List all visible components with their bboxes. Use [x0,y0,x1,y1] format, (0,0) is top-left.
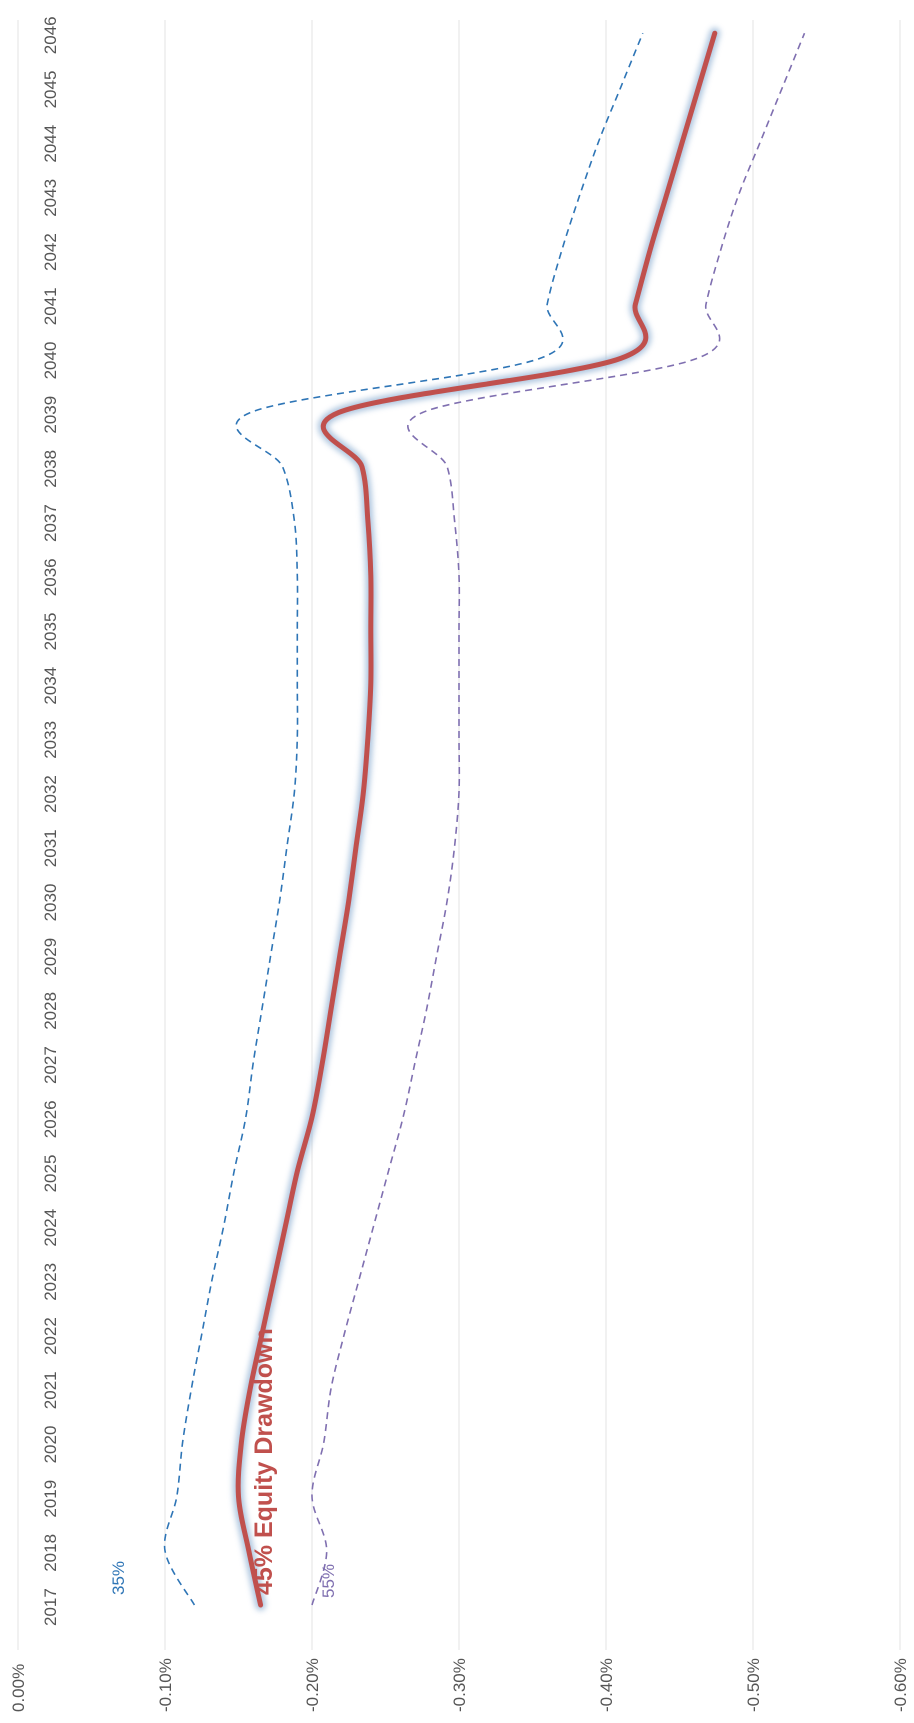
x-tick-label: 2040 [41,342,60,380]
x-tick-label: 2041 [41,287,60,325]
x-tick-label: 2037 [41,504,60,542]
x-tick-label: 2018 [41,1534,60,1572]
y-tick-label: 0.00% [9,1664,28,1712]
y-tick-label: -0.50% [744,1658,763,1712]
x-tick-label: 2035 [41,613,60,651]
series-label-55: 55% [319,1564,338,1598]
x-tick-label: 2026 [41,1100,60,1138]
x-tick-label: 2043 [41,179,60,217]
series-line-1 [163,32,644,1606]
y-tick-label: -0.10% [156,1658,175,1712]
x-tick-label: 2021 [41,1371,60,1409]
x-tick-label: 2045 [41,71,60,109]
y-axis-ticks: 0.00% -0.10% -0.20% -0.30% -0.40% -0.50% -0.60… [9,1658,910,1712]
x-tick-label: 2023 [41,1263,60,1301]
series-lines [163,27,806,1611]
x-tick-label: 2028 [41,992,60,1030]
x-tick-label: 2027 [41,1046,60,1084]
series-line-main [235,30,718,1608]
x-tick-label: 2017 [41,1588,60,1626]
x-tick-label: 2019 [41,1480,60,1518]
x-tick-label: 2039 [41,396,60,434]
series-line-2 [311,32,806,1606]
x-tick-label: 2038 [41,450,60,488]
x-tick-label: 2046 [41,16,60,54]
y-tick-label: -0.20% [303,1658,322,1712]
x-axis-ticks: 2017 2018 2019 2020 2021 2022 2023 2024 2025 2026… [41,16,60,1626]
x-tick-label: 2036 [41,558,60,596]
x-tick-label: 2020 [41,1426,60,1464]
x-tick-label: 2031 [41,829,60,867]
x-tick-label: 2042 [41,233,60,271]
x-tick-label: 2030 [41,884,60,922]
grid-lines [17,20,901,1650]
x-tick-label: 2032 [41,775,60,813]
series-label-35: 35% [109,1561,128,1595]
x-tick-label: 2029 [41,938,60,976]
y-tick-label: -0.30% [450,1658,469,1712]
y-tick-label: -0.60% [891,1658,910,1712]
series-labels: 45% Equity Drawdown 35% 55% [109,1328,338,1598]
x-tick-label: 2033 [41,721,60,759]
y-tick-label: -0.40% [597,1658,616,1712]
x-tick-label: 2022 [41,1317,60,1355]
x-tick-label: 2044 [41,125,60,163]
x-tick-label: 2025 [41,1155,60,1193]
x-tick-label: 2024 [41,1209,60,1247]
series-label-main: 45% Equity Drawdown [250,1328,278,1595]
x-tick-label: 2034 [41,667,60,705]
